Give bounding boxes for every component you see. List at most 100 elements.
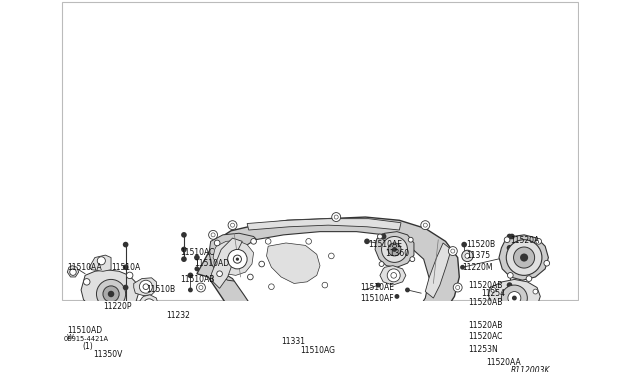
Circle shape [70,269,76,275]
Circle shape [323,346,328,351]
Text: 11510AB: 11510AB [180,275,215,284]
Text: 11350V: 11350V [93,350,123,359]
Polygon shape [499,235,548,280]
Polygon shape [97,312,124,347]
Circle shape [504,237,510,243]
Circle shape [435,324,444,333]
Circle shape [385,356,394,365]
Circle shape [320,343,332,354]
Circle shape [530,307,534,312]
Circle shape [181,247,187,252]
Circle shape [507,362,513,367]
Circle shape [122,304,130,312]
Circle shape [501,337,527,363]
Text: 11510AE: 11510AE [369,240,403,249]
Text: 11520AA: 11520AA [486,358,521,367]
Text: 11510B: 11510B [146,285,175,295]
Circle shape [103,286,119,302]
Polygon shape [209,233,265,282]
Polygon shape [134,278,156,296]
Circle shape [451,249,455,253]
Circle shape [460,265,465,270]
Text: 11375: 11375 [466,251,490,260]
Circle shape [248,274,253,280]
Polygon shape [67,266,79,277]
Text: 11232: 11232 [166,311,190,320]
Circle shape [507,336,513,341]
Text: 11510AD: 11510AD [195,259,230,268]
Text: 11253N: 11253N [468,345,498,355]
Circle shape [306,238,312,244]
Circle shape [164,312,179,327]
Circle shape [465,253,470,259]
Polygon shape [426,243,451,298]
Circle shape [491,338,496,343]
Circle shape [507,362,513,367]
Circle shape [293,331,298,336]
Circle shape [392,247,397,252]
Circle shape [378,234,382,239]
Circle shape [507,324,513,330]
Circle shape [507,347,513,353]
Circle shape [509,234,515,239]
Circle shape [289,327,302,340]
Circle shape [513,247,534,268]
Circle shape [215,320,224,328]
Circle shape [123,242,129,247]
Text: 11520B: 11520B [466,240,495,249]
Circle shape [108,291,115,297]
Circle shape [196,283,205,292]
Circle shape [364,238,370,244]
Text: 11510A: 11510A [111,263,140,272]
Text: 11510AD: 11510AD [67,326,102,335]
Circle shape [394,294,399,299]
Circle shape [217,271,223,276]
Circle shape [381,237,408,262]
Circle shape [251,238,257,244]
Circle shape [520,253,528,262]
Polygon shape [213,241,253,275]
Text: 0B915-4421A: 0B915-4421A [64,336,109,341]
Polygon shape [487,330,543,369]
Circle shape [107,330,115,338]
Circle shape [188,288,193,292]
Text: 11254: 11254 [481,289,505,298]
Text: 11520A: 11520A [510,236,540,245]
Circle shape [507,282,513,288]
Circle shape [236,257,239,261]
Circle shape [127,272,133,279]
Text: 11360: 11360 [385,249,409,258]
Polygon shape [139,295,158,312]
Circle shape [109,351,116,359]
Circle shape [334,215,338,219]
Polygon shape [89,255,111,271]
Text: 11510AG: 11510AG [300,346,335,355]
Circle shape [507,245,513,251]
Polygon shape [286,350,411,369]
Circle shape [388,358,392,362]
Circle shape [181,256,187,262]
Text: 11220P: 11220P [103,302,131,311]
Circle shape [508,292,521,305]
Circle shape [388,243,401,256]
Circle shape [508,273,513,278]
Circle shape [379,262,384,266]
Circle shape [188,273,193,278]
Circle shape [408,237,413,242]
Circle shape [438,326,442,330]
Circle shape [266,238,271,244]
Circle shape [507,234,513,239]
Text: 11510AF: 11510AF [360,294,394,302]
Circle shape [507,300,513,306]
Circle shape [380,233,387,240]
Circle shape [168,317,174,323]
Circle shape [544,260,550,266]
Circle shape [512,347,517,352]
Circle shape [74,334,80,340]
Circle shape [211,233,215,237]
Circle shape [123,264,129,270]
Text: 11520AC: 11520AC [468,333,502,341]
Circle shape [376,283,381,288]
Circle shape [507,300,513,306]
Circle shape [536,238,541,244]
